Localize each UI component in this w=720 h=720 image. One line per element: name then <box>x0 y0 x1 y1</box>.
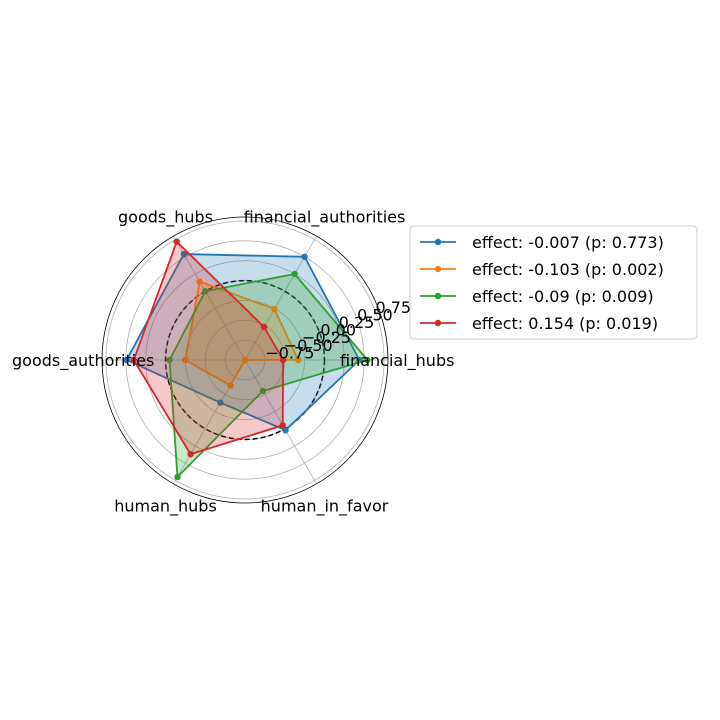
axis-label-financial_authorities: financial_authorities <box>244 207 406 227</box>
data-point-2-0 <box>364 356 371 364</box>
series-3 <box>130 238 287 458</box>
legend-item-1: effect: -0.103 (p: 0.002) <box>420 260 664 279</box>
data-point-0-1 <box>301 253 308 260</box>
r-tick-label: 0.25 <box>339 313 375 332</box>
series-1 <box>182 278 302 389</box>
data-point-3-1 <box>260 323 268 331</box>
data-point-1-1 <box>271 305 278 313</box>
data-point-1-0 <box>295 356 302 364</box>
legend-label: effect: 0.154 (p: 0.019) <box>472 314 658 333</box>
data-point-0-3 <box>123 356 130 364</box>
axis-label-human_hubs: human_hubs <box>114 497 217 517</box>
data-point-3-4 <box>187 451 194 458</box>
axis-label-financial_hubs: financial_hubs <box>340 351 454 371</box>
legend-label: effect: -0.007 (p: 0.773) <box>472 233 664 252</box>
legend-item-2: effect: -0.09 (p: 0.009) <box>420 287 654 306</box>
data-point-2-4 <box>174 473 181 481</box>
data-point-3-3 <box>130 356 137 364</box>
r-tick-label: −0.50 <box>284 336 333 355</box>
legend-item-0: effect: -0.007 (p: 0.773) <box>420 233 664 252</box>
data-point-1-5 <box>241 356 249 364</box>
legend-swatch-marker <box>434 265 442 273</box>
data-point-0-2 <box>180 250 188 258</box>
data-point-2-2 <box>202 287 209 295</box>
legend: effect: -0.007 (p: 0.773) effect: -0.103 … <box>409 225 698 340</box>
data-point-2-1 <box>291 270 298 278</box>
data-point-3-0 <box>279 356 287 364</box>
series-2 <box>166 270 371 481</box>
data-point-2-3 <box>166 356 173 364</box>
axis-label-human_in_favor: human_in_favor <box>261 497 389 517</box>
radar-labels: −0.75−0.50−0.250.000.250.500.75 financial… <box>12 207 454 516</box>
data-point-0-4 <box>217 399 224 406</box>
r-tick-label: −0.75 <box>265 343 314 362</box>
legend-label: effect: -0.09 (p: 0.009) <box>472 287 654 306</box>
grid-spoke-5 <box>244 359 317 485</box>
data-point-1-3 <box>182 356 189 364</box>
legend-item-3: effect: 0.154 (p: 0.019) <box>420 314 658 333</box>
data-point-3-2 <box>173 238 180 245</box>
outer-frame <box>101 216 389 504</box>
series-0 <box>123 250 363 434</box>
r-tick-label: 0.00 <box>320 321 356 340</box>
radar-series <box>123 238 371 481</box>
legend-label: effect: -0.103 (p: 0.002) <box>472 260 664 279</box>
data-point-1-4 <box>227 382 234 389</box>
series-fill-3 <box>133 241 284 455</box>
r-tick-label: −0.25 <box>302 328 351 347</box>
data-point-1-2 <box>196 278 203 285</box>
series-fill-2 <box>169 274 368 477</box>
axis-label-goods_authorities: goods_authorities <box>12 351 154 371</box>
r-tick-label: 0.75 <box>375 298 411 317</box>
data-point-0-5 <box>282 426 289 434</box>
axis-label-goods_hubs: goods_hubs <box>118 207 213 227</box>
data-point-3-5 <box>279 422 286 429</box>
r-tick-label: 0.50 <box>357 305 393 324</box>
legend-swatch-marker <box>434 238 442 246</box>
legend-swatch-marker <box>434 292 442 300</box>
reference-circle <box>164 279 326 441</box>
legend-swatch-marker <box>434 319 442 327</box>
data-point-2-5 <box>259 387 267 395</box>
legend-box <box>409 225 698 340</box>
